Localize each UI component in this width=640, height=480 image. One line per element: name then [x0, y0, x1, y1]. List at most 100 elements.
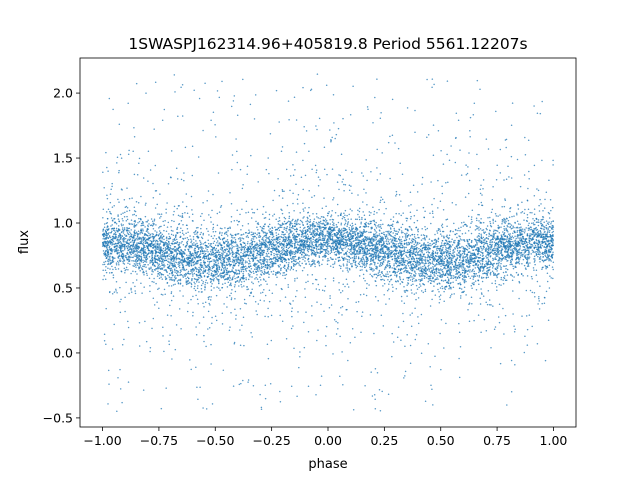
data-point [449, 286, 451, 289]
data-point [315, 125, 317, 127]
data-point [372, 239, 374, 241]
data-point [425, 251, 428, 254]
data-point [400, 259, 402, 262]
data-point [151, 236, 153, 238]
data-point [252, 211, 254, 214]
data-point [408, 205, 410, 207]
data-point [331, 221, 334, 223]
data-point [138, 321, 141, 324]
data-point [542, 225, 544, 227]
data-point [453, 251, 456, 253]
data-point [462, 255, 464, 257]
data-point [128, 209, 131, 212]
data-point [498, 261, 500, 264]
data-point [449, 268, 452, 271]
data-point [481, 249, 483, 251]
data-point [371, 395, 374, 397]
data-point [413, 236, 416, 238]
data-point [208, 265, 211, 268]
data-point [175, 258, 178, 261]
data-point [219, 289, 221, 291]
data-point [130, 287, 132, 290]
data-point [372, 258, 375, 261]
data-point [221, 232, 223, 234]
data-point [247, 222, 250, 225]
data-point [192, 273, 194, 276]
data-point [126, 215, 128, 218]
data-point [518, 263, 521, 265]
data-point [163, 266, 165, 268]
data-point [238, 272, 241, 274]
data-point [107, 255, 109, 258]
data-point [440, 269, 442, 271]
data-point [302, 202, 304, 204]
data-point [269, 227, 271, 230]
data-point [430, 222, 432, 225]
data-point [338, 281, 340, 284]
data-point [342, 178, 344, 180]
data-point [145, 92, 147, 94]
data-point [495, 110, 497, 113]
data-point [222, 277, 225, 279]
data-point [482, 295, 485, 297]
data-point [482, 272, 484, 275]
data-point [117, 262, 120, 264]
data-point [204, 82, 206, 85]
data-point [304, 257, 307, 259]
data-point [213, 240, 216, 243]
data-point [210, 274, 212, 276]
data-point [115, 244, 118, 247]
data-point [437, 240, 439, 243]
data-point [458, 322, 460, 325]
data-point [311, 305, 313, 307]
data-point [404, 235, 407, 237]
data-point [122, 219, 124, 222]
data-point [449, 296, 451, 299]
data-point [458, 240, 461, 242]
data-point [390, 224, 392, 227]
data-point [436, 249, 438, 252]
data-point [269, 261, 271, 263]
data-point [406, 295, 408, 297]
data-point [300, 242, 303, 244]
data-point [124, 240, 126, 243]
data-point [442, 280, 445, 282]
data-point [534, 263, 536, 266]
data-point [330, 247, 333, 250]
data-point [234, 297, 236, 300]
data-point [362, 225, 365, 228]
data-point [185, 193, 188, 195]
data-point [142, 259, 144, 262]
data-point [360, 257, 362, 260]
data-point [182, 274, 184, 277]
data-point [105, 271, 108, 274]
data-point [523, 249, 525, 251]
data-point [233, 95, 236, 97]
data-point [494, 253, 497, 256]
data-point [225, 269, 228, 271]
data-point [501, 222, 503, 225]
data-point [366, 204, 368, 206]
data-point [266, 283, 268, 285]
data-point [530, 244, 532, 246]
data-point [406, 244, 408, 246]
data-point [503, 232, 506, 234]
data-point [164, 257, 167, 259]
data-point [388, 280, 391, 283]
data-point [470, 216, 473, 218]
data-point [103, 223, 106, 225]
data-point [202, 232, 205, 235]
data-point [337, 229, 340, 232]
data-point [166, 282, 169, 284]
data-point [455, 112, 458, 114]
data-point [415, 298, 417, 301]
data-point [250, 268, 253, 270]
data-point [262, 236, 264, 239]
data-point [118, 244, 121, 247]
data-point [328, 240, 330, 242]
data-point [422, 255, 425, 258]
data-point [157, 256, 160, 259]
data-point [127, 249, 129, 252]
data-point [209, 304, 211, 306]
data-point [131, 241, 133, 243]
